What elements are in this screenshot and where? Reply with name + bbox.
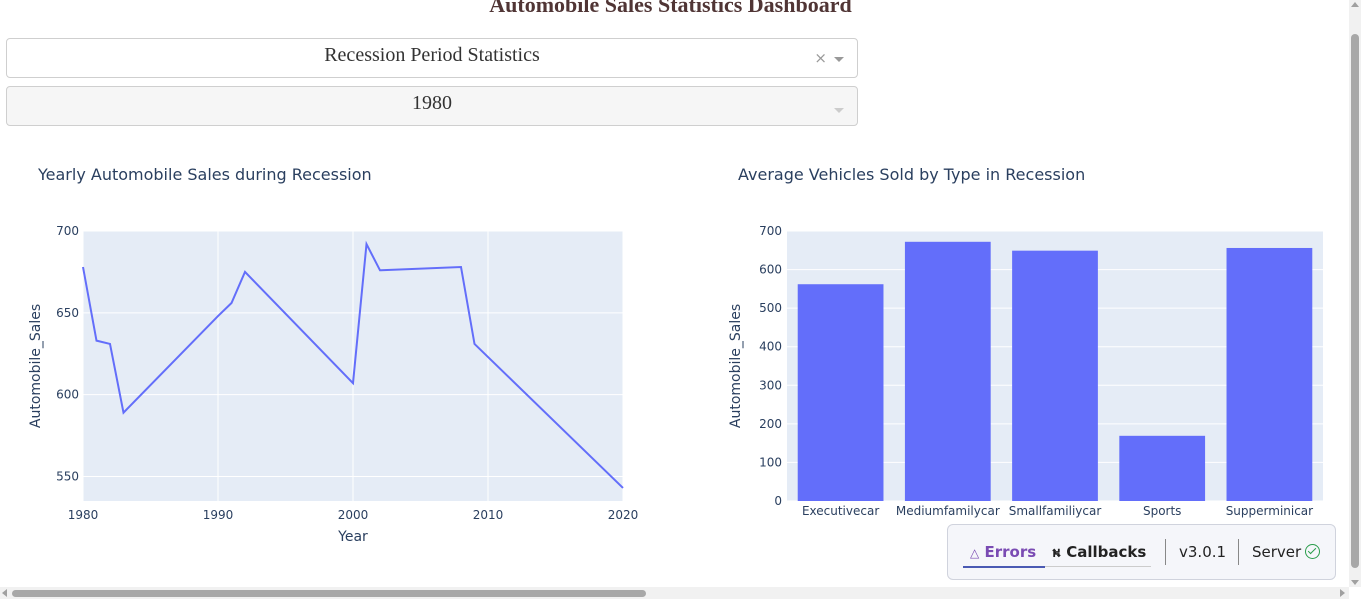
y-tick-label: 600 [759, 263, 782, 277]
chevron-down-icon[interactable] [834, 108, 844, 113]
check-circle-icon [1305, 544, 1320, 559]
y-tick-label: 100 [759, 455, 782, 469]
y-tick-label: 400 [759, 340, 782, 354]
bar[interactable] [1226, 247, 1313, 501]
scroll-down-icon[interactable] [1351, 580, 1359, 585]
y-tick-label: 700 [56, 224, 79, 238]
horizontal-scroll-thumb[interactable] [12, 590, 646, 597]
y-axis-label: Automobile_Sales [28, 304, 44, 428]
statistics-dropdown-value: Recession Period Statistics [324, 44, 540, 66]
y-tick-label: 600 [56, 388, 79, 402]
version-label: v3.0.1 [1179, 543, 1227, 561]
tab-divider [1045, 566, 1151, 567]
vertical-scrollbar[interactable] [1349, 0, 1361, 587]
x-tick-label: 1990 [203, 508, 234, 522]
errors-tab[interactable]: △ Errors [970, 543, 1036, 561]
chevron-down-icon[interactable] [834, 57, 844, 62]
y-tick-label: 650 [56, 306, 79, 320]
errors-tab-indicator [963, 566, 1045, 568]
bar-chart[interactable]: 0 100 200 300 400 500 600 700 Executivecar Medium… [700, 180, 1340, 600]
server-label[interactable]: Server [1252, 543, 1302, 561]
y-tick-label: 500 [759, 301, 782, 315]
x-tick-label: Supperminicar [1226, 504, 1313, 518]
errors-label: Errors [984, 543, 1037, 561]
scroll-left-icon[interactable] [2, 589, 7, 597]
scroll-right-icon[interactable] [1340, 589, 1345, 597]
y-axis-label: Automobile_Sales [728, 304, 744, 428]
line-chart-title: Yearly Automobile Sales during Recession [38, 165, 372, 184]
bar[interactable] [904, 241, 991, 502]
y-tick-label: 300 [759, 378, 782, 392]
vertical-scroll-thumb[interactable] [1351, 34, 1359, 568]
y-tick-label: 0 [774, 494, 782, 508]
x-tick-label: Smallfamiliycar [1009, 504, 1102, 518]
clear-icon[interactable]: × [814, 49, 827, 67]
year-dropdown[interactable]: 1980 [6, 86, 858, 126]
x-tick-label: 2020 [608, 508, 639, 522]
sales-line [82, 240, 624, 489]
bar[interactable] [1012, 250, 1098, 501]
bar[interactable] [1119, 435, 1206, 501]
dev-tools-bar: △ Errors ⛕ Callbacks v3.0.1 Server [947, 524, 1336, 580]
year-dropdown-value: 1980 [412, 92, 452, 114]
x-tick-label: Mediumfamilycar [896, 504, 1000, 518]
bar-chart-title: Average Vehicles Sold by Type in Recessi… [738, 165, 1086, 184]
y-tick-label: 200 [759, 417, 782, 431]
x-axis-label: Year [337, 529, 368, 545]
page-title: Automobile Sales Statistics Dashboard [489, 0, 852, 17]
x-tick-label: 2000 [338, 508, 369, 522]
horizontal-scrollbar[interactable] [0, 587, 1349, 599]
divider [1165, 539, 1166, 565]
warning-icon: △ [970, 546, 980, 560]
callbacks-label: Callbacks [1066, 543, 1147, 561]
y-tick-label: 550 [56, 469, 79, 483]
scroll-up-icon[interactable] [1351, 2, 1359, 7]
callbacks-tab[interactable]: ⛕ Callbacks [1052, 543, 1146, 562]
x-tick-label: 1980 [68, 508, 99, 522]
line-chart[interactable]: 1980 1990 2000 2010 2020 550 600 650 700 Year Auto… [0, 180, 680, 600]
statistics-dropdown[interactable]: Recession Period Statistics × [6, 38, 858, 78]
callbacks-icon: ⛕ [1052, 546, 1061, 560]
bar[interactable] [797, 284, 884, 501]
divider [1238, 539, 1239, 565]
x-tick-label: 2010 [473, 508, 504, 522]
y-tick-label: 700 [759, 224, 782, 238]
x-tick-label: Executivecar [802, 504, 879, 518]
x-tick-label: Sports [1143, 504, 1181, 518]
